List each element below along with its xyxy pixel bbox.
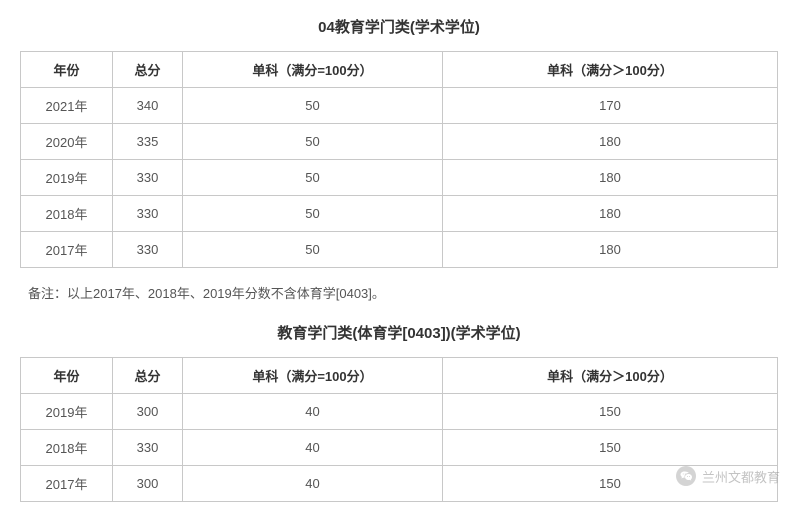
table-cell: 300 xyxy=(113,393,183,429)
table-cell: 150 xyxy=(443,393,778,429)
table-cell: 180 xyxy=(443,124,778,160)
table-cell: 50 xyxy=(183,232,443,268)
table-cell: 2017年 xyxy=(21,465,113,501)
table-section2: 年份 总分 单科（满分=100分） 单科（满分＞100分） 2019年30040… xyxy=(20,357,778,502)
note-text: 备注：以上2017年、2018年、2019年分数不含体育学[0403]。 xyxy=(28,284,778,304)
table-header-row: 年份 总分 单科（满分=100分） 单科（满分＞100分） xyxy=(21,357,778,393)
table-row: 2017年30040150 xyxy=(21,465,778,501)
table-cell: 150 xyxy=(443,429,778,465)
table-cell: 330 xyxy=(113,429,183,465)
table-cell: 40 xyxy=(183,465,443,501)
table-cell: 180 xyxy=(443,232,778,268)
table-cell: 330 xyxy=(113,196,183,232)
section2-title: 教育学门类(体育学[0403])(学术学位) xyxy=(20,322,778,343)
table-section1: 年份 总分 单科（满分=100分） 单科（满分＞100分） 2021年34050… xyxy=(20,51,778,268)
col-header-sub2: 单科（满分＞100分） xyxy=(443,52,778,88)
table-cell: 40 xyxy=(183,429,443,465)
col-header-sub1: 单科（满分=100分） xyxy=(183,52,443,88)
table-cell: 50 xyxy=(183,124,443,160)
table-cell: 335 xyxy=(113,124,183,160)
table-header-row: 年份 总分 单科（满分=100分） 单科（满分＞100分） xyxy=(21,52,778,88)
table-row: 2018年33050180 xyxy=(21,196,778,232)
table-cell: 2018年 xyxy=(21,196,113,232)
table-row: 2018年33040150 xyxy=(21,429,778,465)
table-row: 2021年34050170 xyxy=(21,88,778,124)
table-cell: 180 xyxy=(443,196,778,232)
table-row: 2019年33050180 xyxy=(21,160,778,196)
section1-title: 04教育学门类(学术学位) xyxy=(20,16,778,37)
table-row: 2019年30040150 xyxy=(21,393,778,429)
col-header-year: 年份 xyxy=(21,357,113,393)
table-cell: 340 xyxy=(113,88,183,124)
col-header-total: 总分 xyxy=(113,357,183,393)
table-cell: 50 xyxy=(183,160,443,196)
col-header-sub1: 单科（满分=100分） xyxy=(183,357,443,393)
table-cell: 300 xyxy=(113,465,183,501)
col-header-total: 总分 xyxy=(113,52,183,88)
col-header-sub2: 单科（满分＞100分） xyxy=(443,357,778,393)
table-cell: 170 xyxy=(443,88,778,124)
table-row: 2020年33550180 xyxy=(21,124,778,160)
table-cell: 2021年 xyxy=(21,88,113,124)
table-cell: 50 xyxy=(183,88,443,124)
table-cell: 2019年 xyxy=(21,160,113,196)
col-header-year: 年份 xyxy=(21,52,113,88)
table-cell: 2018年 xyxy=(21,429,113,465)
table-cell: 330 xyxy=(113,232,183,268)
table-cell: 330 xyxy=(113,160,183,196)
table-cell: 40 xyxy=(183,393,443,429)
table-cell: 2019年 xyxy=(21,393,113,429)
table-cell: 2017年 xyxy=(21,232,113,268)
table-row: 2017年33050180 xyxy=(21,232,778,268)
table-cell: 180 xyxy=(443,160,778,196)
table-cell: 150 xyxy=(443,465,778,501)
table-cell: 2020年 xyxy=(21,124,113,160)
table-cell: 50 xyxy=(183,196,443,232)
